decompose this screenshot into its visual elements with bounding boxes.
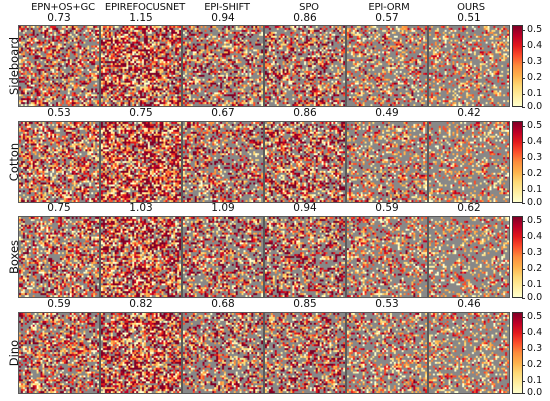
colorbar-tick-label: 0.2 xyxy=(522,360,547,370)
colorbar-tick-label: 0.0 xyxy=(522,198,547,208)
error-map-tile xyxy=(264,121,346,203)
colorbar-tick-label: 0.0 xyxy=(522,388,547,398)
colorbar xyxy=(512,121,523,203)
error-map-tile xyxy=(428,25,510,107)
score-value: 0.62 xyxy=(457,202,481,214)
error-map-tile xyxy=(264,25,346,107)
colorbar-tick-label: 0.3 xyxy=(522,57,547,67)
colorbar-tick-label: 0.2 xyxy=(522,73,547,83)
error-map-tile xyxy=(264,216,346,298)
error-map-tile xyxy=(100,25,182,107)
error-map-tile xyxy=(18,312,100,394)
error-map-tile xyxy=(428,216,510,298)
score-value: 1.09 xyxy=(211,202,235,214)
score-value: 0.94 xyxy=(211,12,235,24)
score-value: 0.59 xyxy=(375,202,399,214)
error-map-tile xyxy=(100,216,182,298)
score-value: 0.82 xyxy=(129,298,153,310)
score-value: 0.53 xyxy=(47,107,71,119)
colorbar-tick-label: 0.2 xyxy=(522,169,547,179)
score-value: 0.42 xyxy=(457,107,481,119)
score-value: 0.59 xyxy=(47,298,71,310)
score-value: 0.68 xyxy=(211,298,235,310)
score-value: 0.85 xyxy=(293,298,317,310)
error-map-tile xyxy=(182,216,264,298)
score-value: 1.15 xyxy=(129,12,153,24)
colorbar xyxy=(512,25,523,107)
error-map-tile xyxy=(346,25,428,107)
error-map-tile xyxy=(182,25,264,107)
colorbar-tick-label: 0.3 xyxy=(522,248,547,258)
column-header-epn-os-gc: EPN+OS+GC xyxy=(31,2,95,13)
score-value: 0.46 xyxy=(457,298,481,310)
colorbar-tick-label: 0.5 xyxy=(522,121,547,131)
error-map-tile xyxy=(264,312,346,394)
colorbar-tick-label: 0.1 xyxy=(522,185,547,195)
score-value: 0.86 xyxy=(293,107,317,119)
error-map-tile xyxy=(18,25,100,107)
error-map-tile xyxy=(100,121,182,203)
error-map-tile xyxy=(18,121,100,203)
error-map-tile xyxy=(182,121,264,203)
score-value: 0.67 xyxy=(211,107,235,119)
colorbar-tick-label: 0.4 xyxy=(522,137,547,147)
error-map-tile xyxy=(428,121,510,203)
column-header-epi-shift: EPI-SHIFT xyxy=(204,2,250,13)
colorbar xyxy=(512,216,523,298)
column-header-epi-orm: EPI-ORM xyxy=(368,2,410,13)
score-value: 0.51 xyxy=(457,12,481,24)
colorbar xyxy=(512,312,523,394)
column-header-ours: OURS xyxy=(457,2,485,13)
colorbar-tick-label: 0.0 xyxy=(522,102,547,112)
colorbar-tick-label: 0.1 xyxy=(522,89,547,99)
error-map-tile xyxy=(346,312,428,394)
colorbar-tick-label: 0.5 xyxy=(522,216,547,226)
colorbar-tick-label: 0.1 xyxy=(522,376,547,386)
colorbar-tick-label: 0.4 xyxy=(522,41,547,51)
error-map-tile xyxy=(346,121,428,203)
score-value: 0.75 xyxy=(47,202,71,214)
score-value: 0.86 xyxy=(293,12,317,24)
colorbar-tick-label: 0.5 xyxy=(522,25,547,35)
colorbar-tick-label: 0.2 xyxy=(522,264,547,274)
colorbar-tick-label: 0.3 xyxy=(522,344,547,354)
error-map-tile xyxy=(346,216,428,298)
error-map-tile xyxy=(100,312,182,394)
score-value: 0.53 xyxy=(375,298,399,310)
error-map-tile xyxy=(182,312,264,394)
colorbar-tick-label: 0.0 xyxy=(522,293,547,303)
colorbar-tick-label: 0.4 xyxy=(522,232,547,242)
score-value: 0.75 xyxy=(129,107,153,119)
score-value: 0.73 xyxy=(47,12,71,24)
colorbar-tick-label: 0.3 xyxy=(522,153,547,163)
colorbar-tick-label: 0.5 xyxy=(522,312,547,322)
score-value: 0.49 xyxy=(375,107,399,119)
column-header-epirefocusnet: EPIREFOCUSNET xyxy=(104,2,186,13)
score-value: 0.57 xyxy=(375,12,399,24)
error-map-tile xyxy=(428,312,510,394)
score-value: 1.03 xyxy=(129,202,153,214)
column-header-spo: SPO xyxy=(299,2,319,13)
colorbar-tick-label: 0.1 xyxy=(522,280,547,290)
colorbar-tick-label: 0.4 xyxy=(522,328,547,338)
error-map-tile xyxy=(18,216,100,298)
score-value: 0.94 xyxy=(293,202,317,214)
